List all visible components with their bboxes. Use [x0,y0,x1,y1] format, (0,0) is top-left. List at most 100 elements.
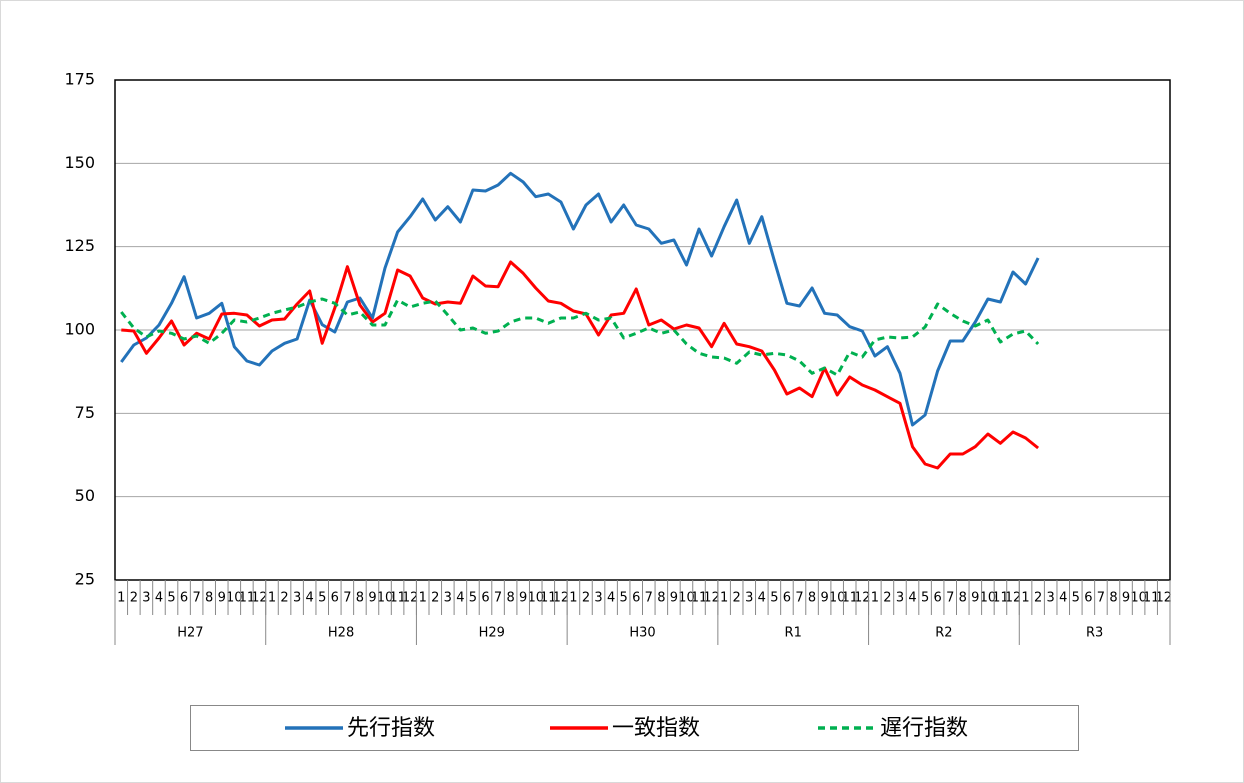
legend-label: 先行指数 [347,716,435,741]
x-tick-label: 1 [117,591,125,606]
x-tick-label: 8 [1109,591,1117,606]
x-tick-label: 12 [251,591,268,606]
plot [120,171,1040,470]
x-tick-label: 4 [758,591,766,606]
x-tick-label: 5 [167,591,175,606]
x-tick-label: 4 [908,591,916,606]
x-tick-label: 6 [934,591,942,606]
x-tick-label: 9 [820,591,828,606]
x-tick-label: 8 [657,591,665,606]
y-tick-label: 175 [64,70,95,89]
x-tick-label: 7 [1097,591,1105,606]
x-tick-label: 11 [1143,591,1160,606]
x-tick-label: 3 [444,591,452,606]
x-tick-label: 10 [678,591,695,606]
x-tick-label: 1 [1021,591,1029,606]
x-tick-label: 7 [192,591,200,606]
x-tick-label: 3 [293,591,301,606]
x-tick-label: 11 [389,591,406,606]
x-tick-label: 2 [1034,591,1042,606]
legend-label: 一致指数 [612,716,700,741]
x-tick-label: 4 [1059,591,1067,606]
x-tick-label: 9 [519,591,527,606]
x-tick-label: 7 [946,591,954,606]
y-tick-label: 125 [64,236,95,255]
x-tick-label: 1 [268,591,276,606]
x-tick-label: 2 [883,591,891,606]
y-tick-label: 100 [64,320,95,339]
x-tick-label: 2 [130,591,138,606]
x-tick-label: 11 [540,591,557,606]
x-tick-label: 5 [469,591,477,606]
x-tick-label: 8 [808,591,816,606]
x-tick-label: 5 [1072,591,1080,606]
x-tick-label: 10 [377,591,394,606]
x-tick-label: 9 [670,591,678,606]
x-tick-label: 3 [142,591,150,606]
x-tick-label: 2 [582,591,590,606]
x-tick-label: 11 [992,591,1009,606]
x-tick-label: 2 [280,591,288,606]
y-tick-label: 75 [75,403,95,422]
x-tick-label: 12 [553,591,570,606]
x-tick-label: 9 [1122,591,1130,606]
x-tick-label: 10 [226,591,243,606]
x-tick-label: 8 [356,591,364,606]
y-tick-label: 50 [75,486,95,505]
x-tick-label: 5 [770,591,778,606]
x-tick-label: 7 [645,591,653,606]
x-tick-label: 12 [1155,591,1172,606]
y-tick-label: 25 [75,570,95,589]
x-group-label: H27 [177,626,203,641]
x-tick-label: 2 [431,591,439,606]
x-tick-label: 6 [331,591,339,606]
y-tick-label: 150 [64,153,95,172]
x-tick-label: 1 [569,591,577,606]
x-tick-label: 4 [306,591,314,606]
x-tick-label: 6 [783,591,791,606]
x-tick-label: 3 [745,591,753,606]
x-tick-label: 1 [720,591,728,606]
x-tick-label: 9 [368,591,376,606]
x-tick-label: 2 [733,591,741,606]
x-tick-label: 11 [239,591,256,606]
x-tick-label: 11 [841,591,858,606]
x-tick-label: 5 [620,591,628,606]
x-tick-label: 10 [527,591,544,606]
x-tick-label: 7 [494,591,502,606]
x-tick-label: 8 [959,591,967,606]
x-tick-label: 12 [1005,591,1022,606]
legend [190,705,1079,751]
x-tick-label: 5 [318,591,326,606]
x-group-label: R2 [935,626,952,641]
x-tick-label: 6 [632,591,640,606]
x-tick-label: 1 [871,591,879,606]
x-tick-label: 9 [971,591,979,606]
x-tick-label: 9 [218,591,226,606]
x-group-label: H29 [479,626,505,641]
x-tick-label: 12 [854,591,871,606]
x-tick-label: 7 [343,591,351,606]
x-tick-label: 4 [607,591,615,606]
x-tick-label: 12 [703,591,720,606]
x-tick-label: 8 [506,591,514,606]
x-tick-label: 5 [921,591,929,606]
x-tick-label: 12 [402,591,419,606]
x-group-label: H30 [629,626,655,641]
x-tick-label: 4 [456,591,464,606]
x-tick-label: 3 [896,591,904,606]
series-line [121,260,1040,470]
x-tick-label: 10 [980,591,997,606]
x-group-label: R1 [785,626,802,641]
x-tick-label: 1 [419,591,427,606]
x-group-label: H28 [328,626,354,641]
series-line [120,171,1040,427]
x-tick-label: 11 [691,591,708,606]
x-tick-label: 8 [205,591,213,606]
x-tick-label: 10 [1130,591,1147,606]
x-tick-label: 6 [180,591,188,606]
x-tick-label: 3 [594,591,602,606]
x-group-label: R3 [1086,626,1103,641]
